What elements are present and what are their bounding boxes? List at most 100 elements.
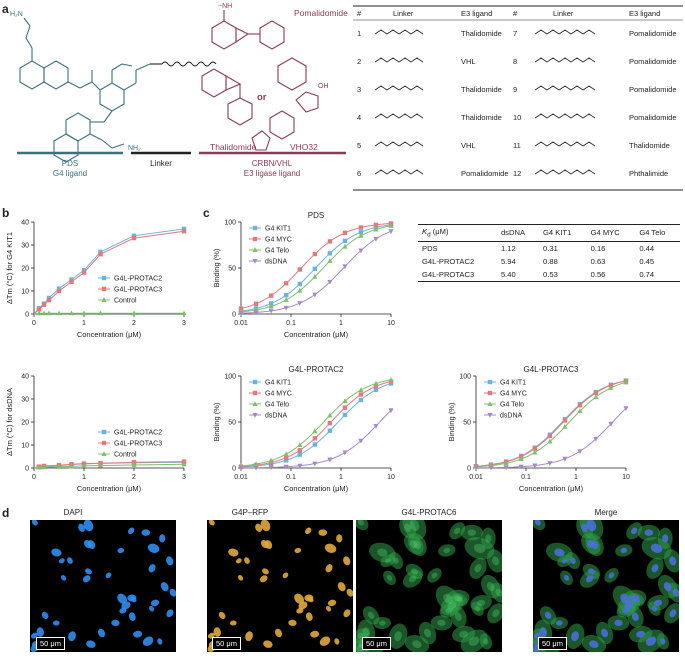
micro-label-merge: Merge (594, 508, 618, 517)
series-g4-myc (238, 221, 394, 311)
legend-item: dsDNA (249, 259, 288, 266)
linker-glyph (374, 169, 424, 175)
legend: G4 KIT1 G4 MYC G4 Telo dsDNA (249, 380, 292, 420)
data-point (268, 465, 274, 471)
cell-nucleus (31, 520, 38, 526)
cell-nucleus (362, 627, 370, 637)
caption-pds: PDS (62, 159, 78, 168)
data-point (81, 463, 87, 468)
header-num-1: # (357, 9, 362, 18)
legend-item: dsDNA (484, 413, 523, 420)
data-point (297, 448, 303, 453)
header-num-2: # (513, 9, 518, 18)
series-line (33, 230, 185, 315)
panel-letter-b: b (2, 206, 10, 220)
cell-nucleus (255, 523, 263, 532)
cell-nucleus (445, 607, 453, 614)
linker-table-row: 5 VHL 11 Thalidomide (357, 141, 670, 150)
x-tick-label: 1 (82, 474, 86, 481)
y-axis-label: Binding (%) (212, 402, 221, 441)
legend-item: Control (98, 451, 137, 459)
linker-glyph (534, 29, 596, 35)
cell-nucleus (288, 619, 297, 627)
linker-glyph (534, 85, 596, 91)
cell-nucleus (87, 540, 96, 550)
cell-cytoplasm (373, 616, 391, 630)
cell-nucleus (563, 575, 570, 581)
data-point (297, 442, 303, 447)
cell-nucleus (228, 548, 239, 557)
data-point (312, 266, 318, 271)
cell-nucleus (336, 534, 343, 543)
cell-nucleus (652, 605, 658, 612)
data-point (342, 405, 348, 410)
data-point (268, 301, 274, 306)
cell-nucleus (393, 557, 399, 564)
legend-item: G4 MYC (249, 391, 292, 398)
kd-table: Kd (μM) dsDNA G4 KIT1 G4 MYC G4 Telo PDS… (418, 224, 680, 282)
kd-col-myc: G4 MYC (590, 228, 620, 238)
cell-cytoplasm (388, 623, 408, 649)
cell-nucleus (305, 527, 312, 535)
kd-row: G4L-PROTAC2 5.94 0.88 0.63 0.45 (422, 256, 655, 266)
cell-nucleus (128, 527, 135, 535)
data-point (608, 421, 614, 427)
cell-nucleus (98, 628, 106, 638)
row-e3-ligand: Pomalidomide (629, 57, 677, 66)
row-number: 7 (513, 29, 517, 38)
legend-label: G4L-PROTAC2 (114, 276, 162, 283)
data-point (488, 465, 494, 471)
cell-nucleus (159, 534, 166, 543)
linker-glyph (374, 141, 424, 147)
linker-table-header: # Linker E3 ligand # Linker E3 ligand (357, 9, 660, 18)
data-point (327, 258, 333, 263)
legend-label: G4 KIT1 (265, 226, 291, 233)
data-point (518, 456, 524, 462)
cell-nucleus (456, 596, 463, 603)
data-point (327, 251, 333, 256)
legend-marker (101, 429, 107, 435)
data-point (342, 243, 348, 249)
micro-image-dapi (30, 520, 176, 652)
panel-letter-d: d (2, 506, 10, 520)
data-point (342, 238, 348, 244)
cell-nucleus (586, 520, 597, 532)
row-number: 11 (513, 141, 521, 150)
x-tick-label: 10 (387, 320, 395, 327)
x-axis-label: Concentration (μM) (77, 330, 142, 339)
cell-nucleus (83, 520, 94, 532)
data-point (56, 310, 62, 316)
legend-label: G4L-PROTAC3 (114, 441, 162, 448)
legend-label: G4 KIT1 (500, 380, 526, 387)
cell-nucleus (343, 556, 351, 566)
row-number: 6 (357, 169, 361, 178)
legend-marker (252, 259, 258, 264)
data-point (181, 229, 187, 234)
data-point (283, 455, 289, 460)
linker-glyph (374, 113, 424, 119)
series-dsdna (473, 406, 629, 471)
data-point (327, 457, 333, 463)
cell-nucleus (169, 588, 176, 597)
data-point (41, 310, 47, 316)
cell-nucleus (367, 611, 375, 620)
data-point (358, 438, 364, 444)
linker-table-rows: 1 Thalidomide 7 Pomalidomide 2 VHL 8 Pomalidomi… (357, 29, 677, 178)
cell-cytoplasm (450, 605, 467, 628)
y-axis-label: ΔTm (°C) for G4 KIT1 (5, 232, 14, 304)
linker-glyph (534, 141, 596, 147)
cell-nucleus (424, 628, 432, 638)
data-point (283, 297, 289, 302)
cell-nucleus (235, 558, 242, 564)
legend-label: dsDNA (265, 413, 288, 420)
data-point (373, 226, 379, 232)
data-point (312, 292, 318, 298)
legend-item: G4 KIT1 (249, 226, 291, 233)
cell-nucleus (160, 582, 169, 592)
data-point (41, 464, 47, 470)
row-number: 4 (357, 113, 361, 122)
cell-nucleus (128, 612, 136, 621)
legend-item: G4 Telo (484, 401, 524, 409)
cell-nucleus (142, 636, 154, 646)
